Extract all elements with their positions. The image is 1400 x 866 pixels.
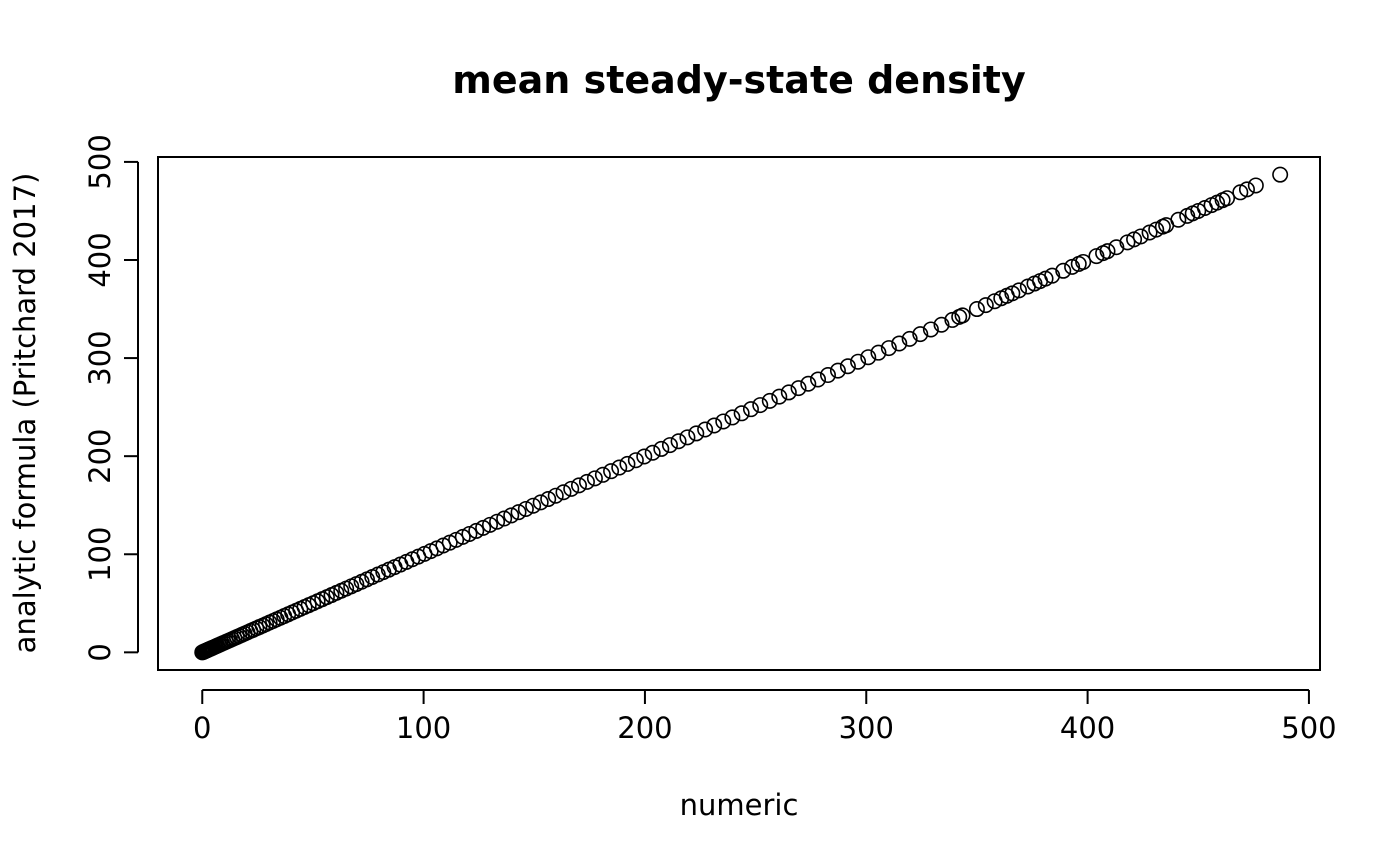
x-tick-label: 400 (1060, 711, 1115, 745)
y-tick-label: 100 (83, 527, 117, 582)
data-point (1075, 253, 1092, 270)
data-point (880, 340, 897, 357)
data-point (475, 519, 492, 536)
data-point (627, 452, 644, 469)
data-point (870, 344, 887, 361)
data-point (968, 301, 985, 318)
data-point (891, 335, 908, 352)
data-point (496, 510, 513, 527)
data-point (586, 470, 603, 487)
data-point (1108, 239, 1125, 256)
x-tick-label: 0 (193, 711, 211, 745)
data-point (850, 353, 867, 370)
y-tick-label: 300 (83, 330, 117, 385)
data-point (1272, 166, 1289, 183)
data-point (715, 413, 732, 430)
data-point (517, 500, 534, 517)
x-tick-label: 500 (1281, 711, 1336, 745)
data-point (510, 504, 527, 521)
data-point (780, 384, 797, 401)
data-point (761, 392, 778, 409)
data-point (1238, 181, 1255, 198)
data-point (819, 367, 836, 384)
data-point (1132, 228, 1149, 245)
data-point (670, 433, 687, 450)
data-point (563, 480, 580, 497)
data-point (1099, 243, 1116, 260)
data-point (742, 401, 759, 418)
data-point (706, 417, 723, 434)
data-point (603, 463, 620, 480)
y-tick-label: 500 (83, 134, 117, 189)
data-point (570, 477, 587, 494)
data-point (933, 316, 950, 333)
data-point (860, 349, 877, 366)
data-point (468, 522, 485, 539)
data-point (555, 484, 572, 501)
data-point (752, 397, 769, 414)
data-point (636, 448, 653, 465)
data-point (697, 421, 714, 438)
data-point (619, 455, 636, 472)
data-point (733, 405, 750, 422)
data-point (503, 507, 520, 524)
x-tick-label: 200 (617, 711, 672, 745)
y-axis-label: analytic formula (Pritchard 2017) (8, 173, 42, 654)
data-point (644, 444, 661, 461)
data-point (688, 425, 705, 442)
x-axis: 0 100 200 300 400 500 (193, 689, 1337, 745)
data-point (912, 326, 929, 343)
data-point (461, 525, 478, 542)
data-point (771, 388, 788, 405)
data-point (1010, 282, 1027, 299)
data-point (977, 297, 994, 314)
y-tick-label: 400 (83, 232, 117, 287)
data-point (1247, 177, 1264, 194)
data-point (810, 371, 827, 388)
y-axis: 0 100 200 300 400 500 (83, 134, 139, 662)
data-point (547, 487, 564, 504)
data-point (1170, 211, 1187, 228)
data-point (724, 409, 741, 426)
data-point (578, 473, 595, 490)
data-point (653, 440, 670, 457)
data-point (800, 375, 817, 392)
data-point (532, 494, 549, 511)
data-point (611, 459, 628, 476)
data-point (540, 491, 557, 508)
data-point (954, 307, 971, 324)
plot-area-frame (157, 156, 1321, 671)
y-tick-label: 0 (83, 643, 117, 661)
data-point (901, 330, 918, 347)
data-point (661, 437, 678, 454)
data-point (839, 358, 856, 375)
data-point (790, 380, 807, 397)
data-point (1044, 267, 1061, 284)
y-tick-label: 200 (83, 428, 117, 483)
x-tick-label: 300 (839, 711, 894, 745)
data-point (594, 466, 611, 483)
data-point (679, 429, 696, 446)
data-point (1055, 262, 1072, 279)
x-tick-label: 100 (396, 711, 451, 745)
data-point (922, 321, 939, 338)
data-point (525, 497, 542, 514)
chart-title: mean steady-state density (452, 58, 1026, 102)
data-point (829, 362, 846, 379)
data-points (194, 166, 1289, 661)
data-point (489, 513, 506, 530)
data-point (944, 311, 961, 328)
x-axis-label: numeric (680, 788, 799, 822)
data-point (481, 516, 498, 533)
data-point (1219, 190, 1236, 207)
